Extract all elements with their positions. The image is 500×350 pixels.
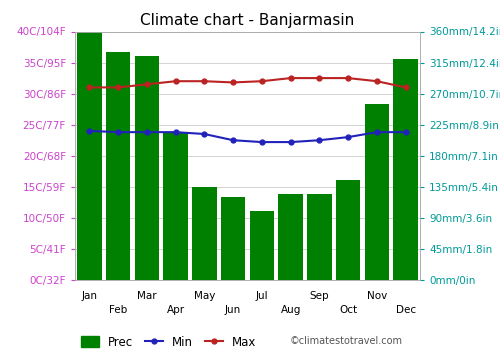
Text: Apr: Apr [166, 305, 184, 315]
Text: Oct: Oct [339, 305, 357, 315]
Bar [106, 52, 130, 280]
Bar [307, 194, 332, 280]
Bar [192, 187, 216, 280]
Bar [77, 25, 102, 280]
Text: ©climatestotravel.com: ©climatestotravel.com [290, 336, 403, 346]
Bar [134, 56, 159, 280]
Bar [394, 59, 418, 280]
Bar [364, 104, 389, 280]
Bar [336, 180, 360, 280]
Text: Mar: Mar [137, 291, 156, 301]
Text: Feb: Feb [109, 305, 127, 315]
Title: Climate chart - Banjarmasin: Climate chart - Banjarmasin [140, 13, 354, 28]
Bar [250, 211, 274, 280]
Legend: Prec, Min, Max: Prec, Min, Max [81, 336, 256, 349]
Text: May: May [194, 291, 215, 301]
Bar [221, 197, 246, 280]
Text: Aug: Aug [280, 305, 301, 315]
Text: Sep: Sep [310, 291, 329, 301]
Bar [164, 132, 188, 280]
Text: Jun: Jun [225, 305, 241, 315]
Text: Jul: Jul [256, 291, 268, 301]
Text: Dec: Dec [396, 305, 415, 315]
Bar [278, 194, 303, 280]
Text: Nov: Nov [367, 291, 387, 301]
Text: Jan: Jan [82, 291, 98, 301]
